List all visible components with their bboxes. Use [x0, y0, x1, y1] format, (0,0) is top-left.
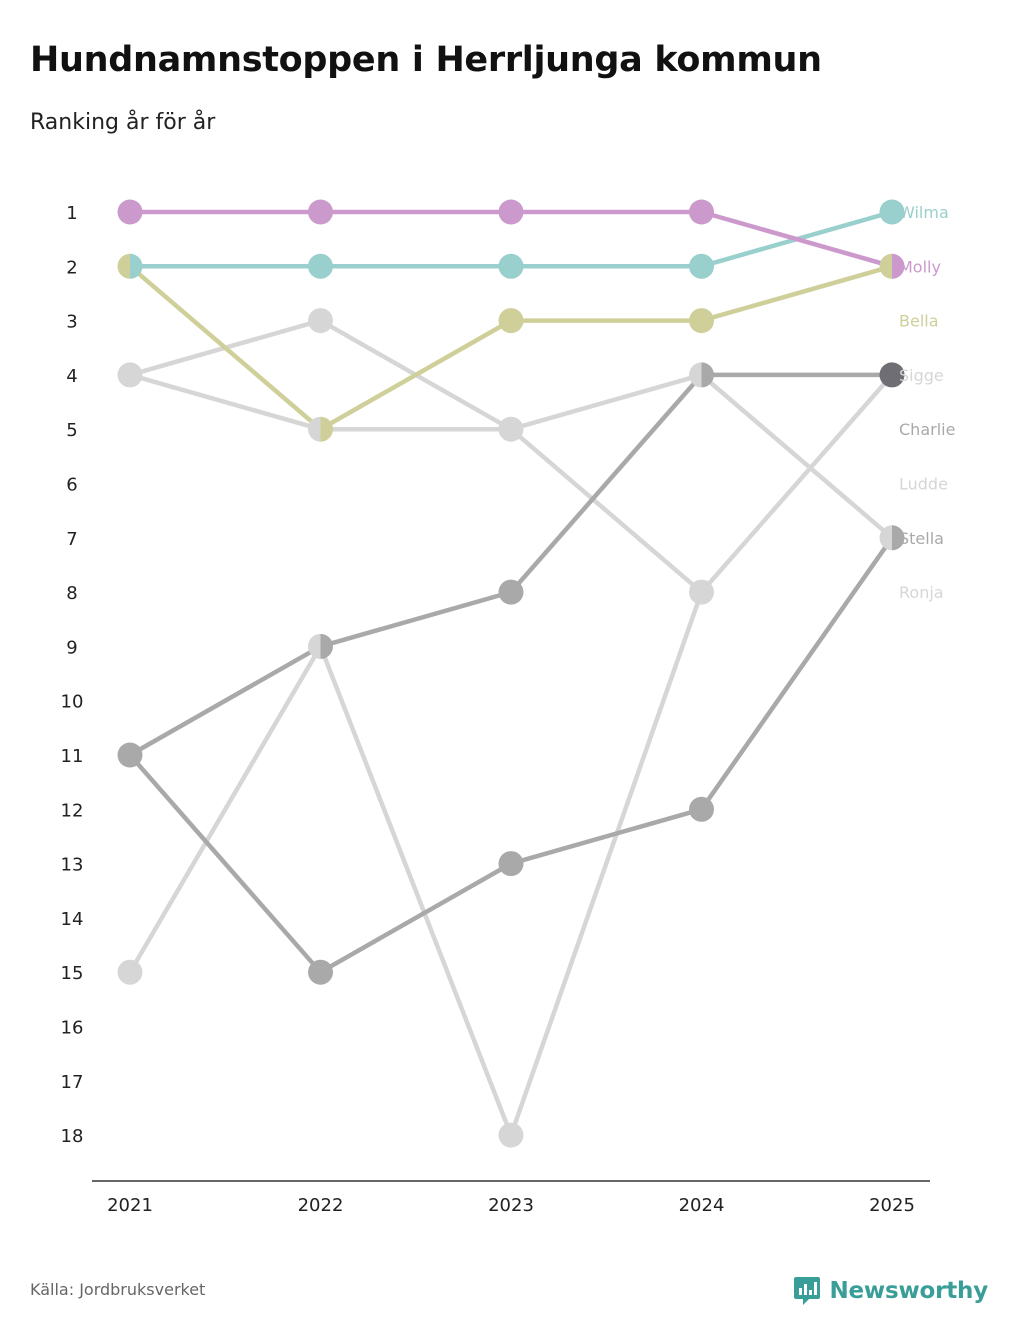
y-tick-label: 16: [61, 1018, 84, 1039]
y-tick-label: 18: [61, 1126, 84, 1147]
end-label-stella: Stella: [899, 529, 944, 548]
brand-logo[interactable]: Newsworthy: [793, 1275, 988, 1307]
data-point: [498, 579, 524, 605]
data-point: [689, 796, 714, 822]
x-axis: 2021 2022 2023 2024 2025: [107, 1195, 915, 1216]
data-point-right-half: [892, 253, 905, 279]
x-tick-label: 2024: [679, 1195, 725, 1216]
y-tick-label: 15: [61, 963, 84, 984]
data-point: [498, 416, 524, 442]
series-line-ronja: [127, 372, 895, 1138]
x-tick-label: 2022: [298, 1195, 344, 1216]
y-tick-label: 7: [66, 529, 77, 550]
end-label-wilma: Wilma: [899, 203, 949, 222]
y-tick-label: 14: [61, 909, 84, 930]
y-tick-label: 9: [66, 637, 77, 658]
data-point: [117, 362, 143, 388]
data-point: [879, 199, 905, 225]
y-tick-label: 2: [66, 257, 77, 278]
y-tick-label: 8: [66, 583, 77, 604]
x-tick-label: 2025: [869, 1195, 915, 1216]
data-point: [308, 253, 333, 279]
y-tick-label: 11: [61, 746, 84, 767]
end-label-sigge: Sigge: [899, 366, 944, 385]
brand-name: Newsworthy: [829, 1278, 988, 1304]
data-point-left-half: [308, 633, 321, 659]
data-point: [689, 253, 714, 279]
data-point-right-half: [320, 416, 333, 442]
data-point-right-half: [892, 525, 905, 551]
data-point-right-half: [320, 633, 333, 659]
data-point-right-half: [701, 362, 714, 388]
data-point: [308, 308, 333, 334]
page-subtitle: Ranking år för år: [30, 110, 216, 135]
series-line-ludde: [127, 318, 704, 595]
data-point-left-half: [308, 416, 321, 442]
end-label-molly: Molly: [899, 257, 941, 276]
data-point-left-half: [879, 525, 892, 551]
data-point: [308, 959, 333, 985]
end-label-ludde: Ludde: [899, 475, 948, 494]
page-title: Hundnamnstoppen i Herrljunga kommun: [30, 40, 822, 80]
y-tick-label: 17: [61, 1072, 84, 1093]
data-point: [498, 308, 524, 334]
end-labels: Wilma Molly Bella Sigge Charlie Ludde Stella Ro…: [899, 203, 955, 602]
x-tick-label: 2021: [107, 1195, 153, 1216]
end-label-ronja: Ronja: [899, 583, 944, 602]
data-point: [498, 199, 524, 225]
series-lines: [127, 209, 895, 1138]
data-point: [117, 199, 143, 225]
data-point: [689, 199, 714, 225]
data-point: [117, 742, 143, 768]
newsworthy-logo-icon: [794, 1277, 821, 1305]
data-point: [308, 199, 333, 225]
data-point: [498, 851, 524, 877]
y-tick-label: 10: [61, 692, 84, 713]
data-point-right-half: [130, 253, 143, 279]
series-points: [117, 199, 905, 1148]
data-point-left-half: [117, 253, 130, 279]
data-point-left-half: [689, 362, 702, 388]
data-point: [689, 308, 714, 334]
data-point: [498, 1122, 524, 1148]
data-point: [498, 253, 524, 279]
data-point: [117, 959, 143, 985]
y-tick-label: 3: [66, 312, 77, 333]
series-line-bella: [127, 264, 895, 432]
y-tick-label: 13: [61, 855, 84, 876]
end-label-charlie: Charlie: [899, 420, 955, 439]
x-tick-label: 2023: [488, 1195, 534, 1216]
data-point-left-half: [879, 253, 892, 279]
y-tick-label: 12: [61, 800, 84, 821]
y-tick-label: 1: [66, 203, 77, 224]
data-point: [689, 579, 714, 605]
series-line-stella: [127, 372, 895, 541]
y-tick-label: 6: [66, 475, 77, 496]
end-label-bella: Bella: [899, 312, 939, 331]
data-point: [879, 362, 905, 388]
y-tick-label: 4: [66, 366, 77, 387]
y-tick-label: 5: [66, 420, 77, 441]
source-note: Källa: Jordbruksverket: [30, 1280, 206, 1299]
